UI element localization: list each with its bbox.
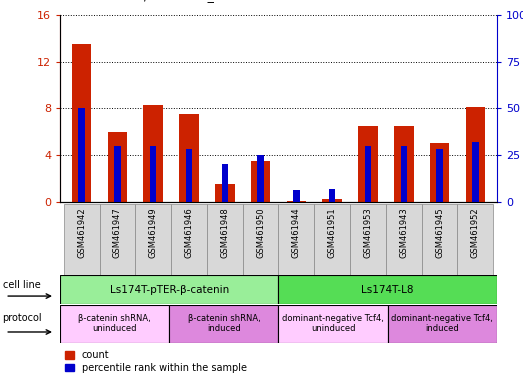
Bar [436,149,443,202]
Bar [222,164,228,202]
Bar [99,204,135,275]
Text: GSM461947: GSM461947 [113,207,122,258]
Bar [179,114,199,202]
Bar [386,204,422,275]
Text: GDS4386 / 1567139_at: GDS4386 / 1567139_at [81,0,226,2]
Bar [215,184,235,202]
Text: GSM461944: GSM461944 [292,207,301,258]
Bar [287,201,306,202]
Bar [278,305,388,343]
Bar [251,161,270,202]
Text: GSM461951: GSM461951 [328,207,337,258]
Text: GSM461950: GSM461950 [256,207,265,258]
Text: dominant-negative Tcf4,
uninduced: dominant-negative Tcf4, uninduced [282,314,384,333]
Bar [169,305,278,343]
Text: β-catenin shRNA,
uninduced: β-catenin shRNA, uninduced [78,314,151,333]
Bar [472,142,479,202]
Bar [72,45,92,202]
Bar [78,109,85,202]
Bar [60,305,169,343]
Bar [350,204,386,275]
Bar [388,305,497,343]
Bar [358,126,378,202]
Bar [293,190,300,202]
Bar [64,204,99,275]
Bar [60,275,278,304]
Bar [150,146,156,202]
Bar [279,204,314,275]
Text: GSM461946: GSM461946 [185,207,194,258]
Bar [207,204,243,275]
Bar [114,146,121,202]
Bar [257,155,264,202]
Text: GSM461952: GSM461952 [471,207,480,258]
Bar [430,143,449,202]
Text: GSM461953: GSM461953 [363,207,372,258]
Text: Ls174T-pTER-β-catenin: Ls174T-pTER-β-catenin [110,285,229,295]
Bar [422,204,458,275]
Bar [278,275,497,304]
Bar [365,146,371,202]
Bar [465,107,485,202]
Bar [171,204,207,275]
Text: β-catenin shRNA,
induced: β-catenin shRNA, induced [188,314,260,333]
Bar [394,126,414,202]
Bar [143,105,163,202]
Bar [458,204,493,275]
Bar [401,146,407,202]
Text: GSM461942: GSM461942 [77,207,86,258]
Text: Ls174T-L8: Ls174T-L8 [361,285,414,295]
Text: GSM461943: GSM461943 [399,207,408,258]
Legend: count, percentile rank within the sample: count, percentile rank within the sample [65,351,246,373]
Bar [329,189,335,202]
Bar [108,132,127,202]
Bar [314,204,350,275]
Bar [135,204,171,275]
Text: protocol: protocol [3,313,42,323]
Bar [322,199,342,202]
Text: GSM461948: GSM461948 [220,207,229,258]
Text: GSM461949: GSM461949 [149,207,158,258]
Bar [186,149,192,202]
Bar [243,204,279,275]
Text: cell line: cell line [3,280,40,290]
Text: dominant-negative Tcf4,
induced: dominant-negative Tcf4, induced [391,314,493,333]
Text: GSM461945: GSM461945 [435,207,444,258]
